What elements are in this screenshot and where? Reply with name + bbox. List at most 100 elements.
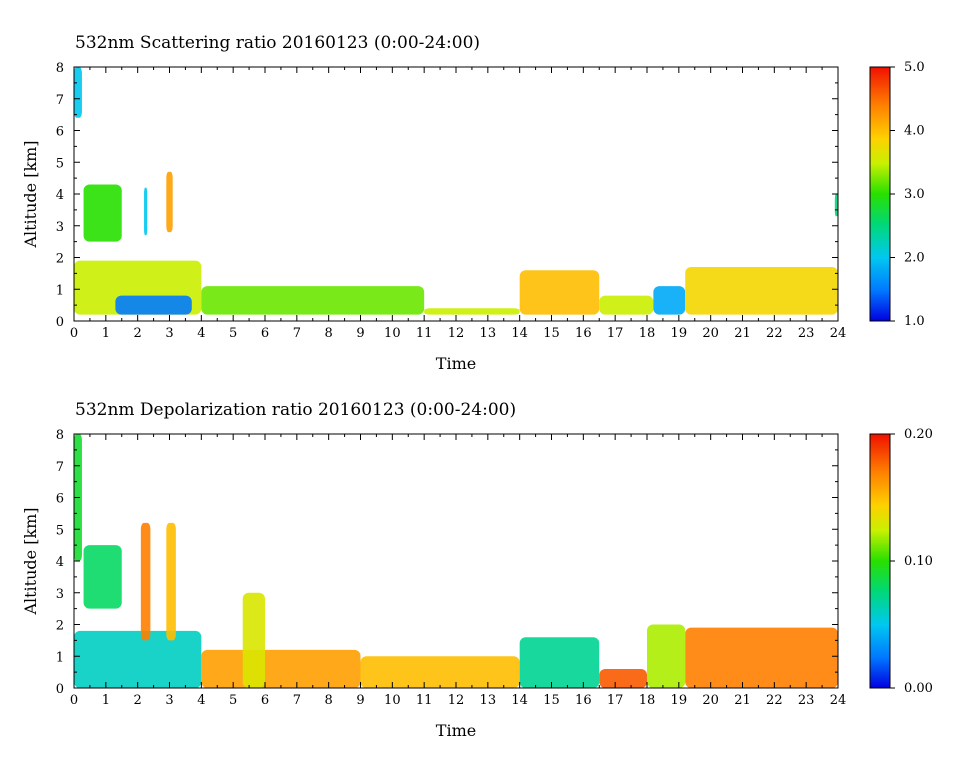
x-tick-label: 5 — [229, 693, 237, 708]
y-tick-label: 5 — [56, 523, 64, 538]
heatmap-region — [140, 522, 151, 641]
heatmap-region — [166, 171, 173, 233]
x-tick-label: 20 — [702, 326, 719, 341]
x-tick-label: 17 — [607, 693, 624, 708]
x-tick-label: 10 — [384, 326, 401, 341]
x-tick-label: 12 — [448, 693, 465, 708]
heatmap-region — [519, 637, 600, 688]
x-tick-label: 15 — [543, 326, 560, 341]
colorbar-tick-label: 0.20 — [904, 427, 933, 442]
colorbar-tick-label: 1.0 — [904, 314, 925, 329]
x-tick-label: 13 — [480, 326, 497, 341]
y-tick-label: 1 — [56, 283, 64, 298]
colorbar-tick-label: 3.0 — [904, 187, 925, 202]
x-tick-label: 4 — [197, 693, 205, 708]
y-tick-label: 2 — [56, 619, 64, 634]
x-tick-label: 23 — [798, 693, 815, 708]
x-tick-label: 24 — [830, 693, 847, 708]
x-tick-label: 1 — [102, 326, 110, 341]
x-tick-label: 2 — [134, 326, 142, 341]
x-tick-label: 13 — [480, 693, 497, 708]
x-tick-label: 4 — [197, 326, 205, 341]
heatmap-region — [360, 656, 520, 688]
y-tick-label: 4 — [56, 555, 64, 570]
x-tick-label: 20 — [702, 693, 719, 708]
x-tick-label: 6 — [261, 693, 269, 708]
colorbar-tick-label: 4.0 — [904, 124, 925, 139]
x-tick-label: 6 — [261, 326, 269, 341]
y-tick-label: 0 — [56, 682, 64, 697]
x-tick-label: 22 — [766, 693, 783, 708]
chart-title-scattering: 532nm Scattering ratio 20160123 (0:00-24… — [75, 33, 480, 53]
y-tick-label: 2 — [56, 252, 64, 267]
y-tick-label: 4 — [56, 188, 64, 203]
x-tick-label: 11 — [416, 693, 433, 708]
heatmap-region — [144, 187, 148, 236]
x-tick-label: 9 — [356, 693, 364, 708]
x-tick-label: 18 — [639, 326, 656, 341]
y-tick-label: 7 — [56, 93, 64, 108]
x-tick-label: 17 — [607, 326, 624, 341]
scattering-axes: 0 1 2 3 4 5 6 7 8 9 10 11 12 13 14 15 16 17 18 19 20 21 22 23 24… — [56, 61, 847, 341]
x-tick-label: 1 — [102, 693, 110, 708]
x-tick-label: 0 — [70, 693, 78, 708]
y-tick-label: 8 — [56, 61, 64, 76]
y-tick-label: 8 — [56, 428, 64, 443]
x-tick-label: 7 — [293, 693, 301, 708]
y-axis-label-depolarization: Altitude [km] — [21, 507, 40, 615]
x-tick-label: 10 — [384, 693, 401, 708]
colorbar-ticks-scattering: 1.0 2.0 3.0 4.0 5.0 — [890, 60, 925, 329]
x-tick-label: 16 — [575, 326, 592, 341]
x-tick-label: 0 — [70, 326, 78, 341]
x-tick-label: 18 — [639, 693, 656, 708]
x-tick-label: 8 — [325, 693, 333, 708]
chart-title-depolarization: 532nm Depolarization ratio 20160123 (0:0… — [75, 400, 516, 420]
x-axis-label-depolarization: Time — [436, 721, 476, 740]
y-tick-label: 5 — [56, 156, 64, 171]
heatmap-region — [74, 630, 202, 688]
heatmap-region — [685, 627, 838, 688]
x-tick-label: 5 — [229, 326, 237, 341]
heatmap-region — [166, 522, 176, 641]
colorbar-ticks-depolarization: 0.00 0.10 0.20 — [890, 427, 933, 696]
x-tick-label: 23 — [798, 326, 815, 341]
x-tick-label: 2 — [134, 693, 142, 708]
x-tick-label: 14 — [511, 326, 528, 341]
heatmap-region — [424, 308, 520, 315]
x-axis-label-scattering: Time — [436, 354, 476, 373]
colorbar-scattering — [869, 66, 891, 322]
x-tick-label: 19 — [671, 693, 688, 708]
panel-depolarization-ratio: 532nm Depolarization ratio 20160123 (0:0… — [21, 400, 933, 740]
y-axis-label-scattering: Altitude [km] — [21, 140, 40, 248]
x-tick-label: 19 — [671, 326, 688, 341]
x-tick-label: 16 — [575, 693, 592, 708]
depolarization-heatmap — [74, 434, 838, 688]
colorbar-tick-label: 5.0 — [904, 60, 925, 75]
y-tick-label: 3 — [56, 220, 64, 235]
heatmap-region — [242, 592, 265, 688]
y-tick-label: 7 — [56, 460, 64, 475]
heatmap-region — [653, 286, 686, 315]
x-tick-label: 7 — [293, 326, 301, 341]
colorbar-depolarization — [869, 433, 891, 689]
x-tick-label: 21 — [734, 326, 751, 341]
x-tick-label: 12 — [448, 326, 465, 341]
heatmap-region — [834, 194, 838, 217]
x-tick-label: 21 — [734, 693, 751, 708]
x-tick-label: 3 — [165, 326, 173, 341]
heatmap-region — [201, 649, 361, 688]
y-tick-label: 0 — [56, 315, 64, 330]
colorbar-tick-label: 0.10 — [904, 554, 933, 569]
depolarization-axes: 0 1 2 3 4 5 6 7 8 9 10 11 12 13 14 15 16 17 18 19 20 21 22 23 24… — [56, 428, 847, 708]
heatmap-region — [115, 295, 192, 315]
scattering-heatmap — [74, 67, 838, 315]
heatmap-region — [74, 67, 82, 118]
y-tick-label: 6 — [56, 125, 64, 140]
heatmap-region — [599, 668, 647, 688]
heatmap-region — [83, 184, 122, 242]
panel-scattering-ratio: 532nm Scattering ratio 20160123 (0:00-24… — [21, 33, 925, 373]
heatmap-region — [519, 270, 600, 315]
heatmap-region — [599, 295, 654, 315]
colorbar-tick-label: 0.00 — [904, 681, 933, 696]
